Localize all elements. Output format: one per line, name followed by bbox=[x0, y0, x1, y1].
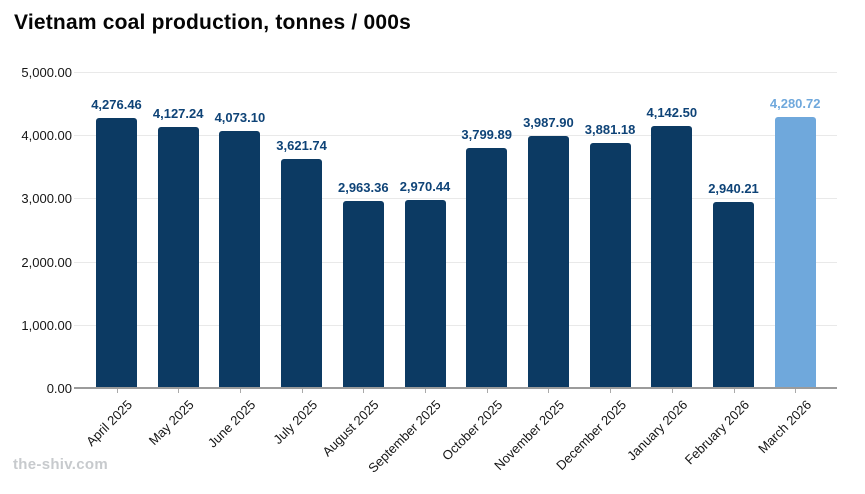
x-axis-tick-label: August 2025 bbox=[319, 397, 382, 460]
x-axis-tick bbox=[116, 389, 118, 393]
bar bbox=[404, 200, 446, 387]
bar-value-label: 4,127.24 bbox=[152, 106, 204, 122]
bar-value-label: 4,142.50 bbox=[646, 105, 698, 121]
bar-value-label: 2,970.44 bbox=[399, 179, 451, 195]
x-axis-tick bbox=[363, 389, 365, 393]
x-axis-tick bbox=[733, 389, 735, 393]
bar-value-label: 3,987.90 bbox=[523, 114, 574, 130]
bar-value-label: 4,276.46 bbox=[91, 96, 142, 112]
bar-value-label: 3,799.89 bbox=[461, 126, 512, 142]
bar bbox=[527, 135, 569, 387]
x-axis-tick bbox=[610, 389, 612, 393]
bar bbox=[774, 117, 816, 387]
x-axis-tick-label: June 2025 bbox=[204, 397, 259, 451]
y-axis-tick-label: 3,000.00 bbox=[21, 191, 72, 207]
y-axis-tick-label: 0.00 bbox=[46, 381, 72, 396]
x-axis-tick bbox=[301, 389, 303, 393]
bar-value-label: 2,940.21 bbox=[708, 181, 759, 197]
bar bbox=[281, 159, 323, 387]
x-axis-tick-label: May 2025 bbox=[145, 397, 197, 448]
x-axis-tick-label: April 2025 bbox=[83, 397, 136, 450]
x-axis-line bbox=[74, 387, 837, 389]
gridline bbox=[74, 135, 837, 137]
bar-value-label: 3,621.74 bbox=[276, 138, 327, 154]
x-axis-tick bbox=[486, 389, 488, 393]
bar bbox=[157, 127, 199, 387]
watermark: the-shiv.com bbox=[13, 456, 109, 473]
x-axis-tick-label: October 2025 bbox=[438, 397, 506, 464]
bar bbox=[342, 200, 384, 387]
gridline bbox=[74, 198, 837, 200]
y-axis-tick-label: 4,000.00 bbox=[21, 128, 72, 144]
bar bbox=[713, 202, 754, 387]
bar bbox=[651, 126, 693, 387]
y-axis-tick-label: 5,000.00 bbox=[21, 65, 72, 80]
x-axis-tick bbox=[425, 389, 426, 393]
x-axis-tick-label: February 2026 bbox=[681, 397, 753, 468]
y-axis-tick-label: 1,000.00 bbox=[21, 317, 72, 333]
x-axis-tick bbox=[239, 389, 241, 393]
gridline bbox=[74, 261, 837, 263]
x-axis-tick-label: January 2026 bbox=[624, 397, 691, 464]
gridline bbox=[74, 72, 837, 73]
bar bbox=[466, 147, 508, 387]
chart-title: Vietnam coal production, tonnes / 000s bbox=[14, 11, 411, 34]
bar-value-label: 3,881.18 bbox=[584, 121, 636, 137]
x-axis-tick bbox=[671, 389, 673, 393]
bar bbox=[219, 130, 261, 387]
bar-value-label: 4,280.72 bbox=[769, 96, 821, 112]
bar-value-label: 4,073.10 bbox=[214, 109, 266, 125]
x-axis-tick bbox=[795, 389, 797, 393]
gridline bbox=[74, 324, 837, 326]
bar-value-label: 2,963.36 bbox=[337, 179, 389, 195]
x-axis-tick-label: March 2026 bbox=[754, 397, 814, 457]
x-axis-tick bbox=[548, 389, 550, 393]
x-axis-tick-label: July 2025 bbox=[270, 397, 321, 447]
x-axis-tick bbox=[178, 389, 180, 393]
bar bbox=[589, 142, 631, 387]
bar bbox=[96, 117, 137, 387]
y-axis-tick-label: 2,000.00 bbox=[21, 254, 72, 270]
